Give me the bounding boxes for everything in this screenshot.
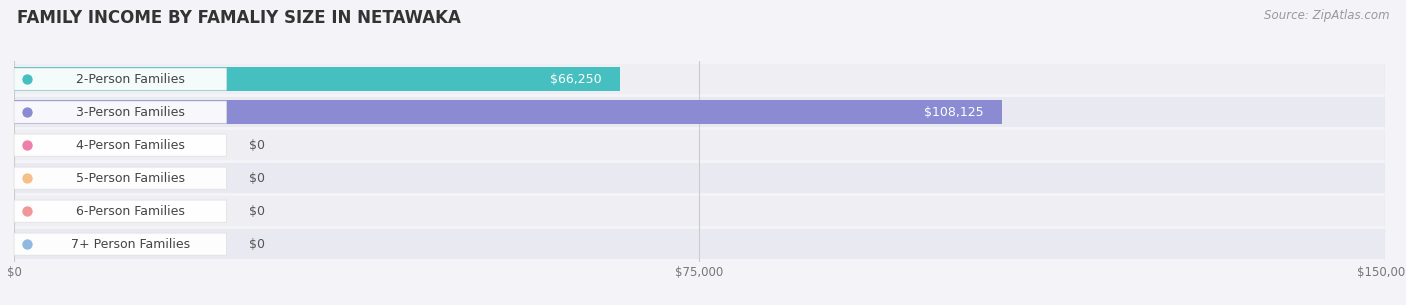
Text: 7+ Person Families: 7+ Person Families xyxy=(72,238,190,251)
Text: $108,125: $108,125 xyxy=(924,106,984,119)
Bar xyxy=(14,130,1385,160)
Text: 5-Person Families: 5-Person Families xyxy=(76,172,186,185)
Bar xyxy=(14,97,1385,127)
FancyBboxPatch shape xyxy=(14,68,226,90)
Bar xyxy=(14,196,1385,226)
Text: $0: $0 xyxy=(249,139,266,152)
Text: $66,250: $66,250 xyxy=(550,73,602,86)
Text: $0: $0 xyxy=(249,238,266,251)
FancyBboxPatch shape xyxy=(14,167,226,189)
Text: $0: $0 xyxy=(249,172,266,185)
Text: $0: $0 xyxy=(249,205,266,218)
Text: 2-Person Families: 2-Person Families xyxy=(76,73,186,86)
FancyBboxPatch shape xyxy=(14,101,226,123)
Bar xyxy=(14,67,620,91)
Text: FAMILY INCOME BY FAMALIY SIZE IN NETAWAKA: FAMILY INCOME BY FAMALIY SIZE IN NETAWAK… xyxy=(17,9,461,27)
Text: Source: ZipAtlas.com: Source: ZipAtlas.com xyxy=(1264,9,1389,22)
Text: 6-Person Families: 6-Person Families xyxy=(76,205,186,218)
Bar xyxy=(14,229,1385,259)
Text: 3-Person Families: 3-Person Families xyxy=(76,106,186,119)
FancyBboxPatch shape xyxy=(14,200,226,222)
Text: 4-Person Families: 4-Person Families xyxy=(76,139,186,152)
Bar xyxy=(14,163,1385,193)
Bar xyxy=(14,100,1002,124)
FancyBboxPatch shape xyxy=(14,233,226,255)
FancyBboxPatch shape xyxy=(14,134,226,156)
Bar xyxy=(14,64,1385,94)
